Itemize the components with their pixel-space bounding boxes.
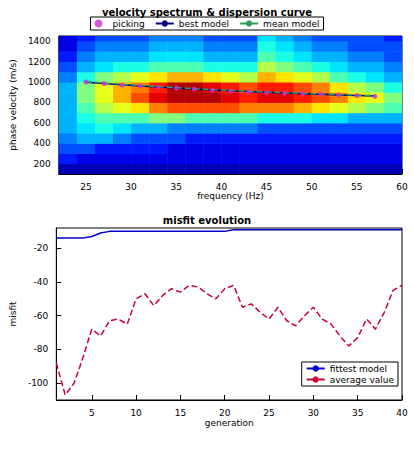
svg-text:generation: generation	[205, 418, 254, 428]
svg-text:fittest model: fittest model	[330, 364, 387, 374]
svg-text:-40: -40	[34, 277, 49, 287]
svg-text:-20: -20	[34, 243, 49, 253]
svg-text:1400: 1400	[28, 36, 51, 46]
svg-text:200: 200	[34, 159, 51, 169]
svg-text:25: 25	[263, 408, 274, 418]
svg-text:phase velocity (m/s): phase velocity (m/s)	[8, 59, 18, 151]
svg-text:mean model: mean model	[263, 19, 319, 29]
svg-text:60: 60	[396, 182, 408, 192]
svg-text:55: 55	[351, 182, 362, 192]
svg-text:50: 50	[306, 182, 318, 192]
svg-text:40: 40	[396, 408, 408, 418]
svg-text:misfit evolution: misfit evolution	[163, 215, 251, 226]
svg-text:frequency (Hz): frequency (Hz)	[197, 191, 264, 201]
svg-text:800: 800	[34, 97, 51, 107]
svg-text:20: 20	[219, 408, 231, 418]
svg-text:-60: -60	[34, 311, 49, 321]
svg-text:35: 35	[352, 408, 363, 418]
svg-text:45: 45	[261, 182, 272, 192]
svg-text:30: 30	[125, 182, 137, 192]
svg-text:velocity spectrum & dispersion: velocity spectrum & dispersion curve	[102, 7, 312, 18]
svg-text:600: 600	[34, 118, 51, 128]
svg-text:1200: 1200	[28, 57, 51, 67]
svg-text:10: 10	[130, 408, 142, 418]
svg-text:25: 25	[80, 182, 91, 192]
svg-text:30: 30	[308, 408, 320, 418]
svg-text:5: 5	[89, 408, 95, 418]
svg-text:400: 400	[34, 138, 51, 148]
svg-text:misfit: misfit	[8, 301, 18, 327]
svg-text:40: 40	[216, 182, 228, 192]
svg-text:1000: 1000	[28, 77, 51, 87]
svg-text:average value: average value	[330, 375, 395, 385]
svg-text:-100: -100	[28, 378, 49, 388]
svg-text:best model: best model	[179, 19, 229, 29]
svg-text:-80: -80	[34, 344, 49, 354]
svg-text:picking: picking	[112, 19, 144, 29]
svg-text:15: 15	[175, 408, 186, 418]
svg-text:35: 35	[170, 182, 181, 192]
